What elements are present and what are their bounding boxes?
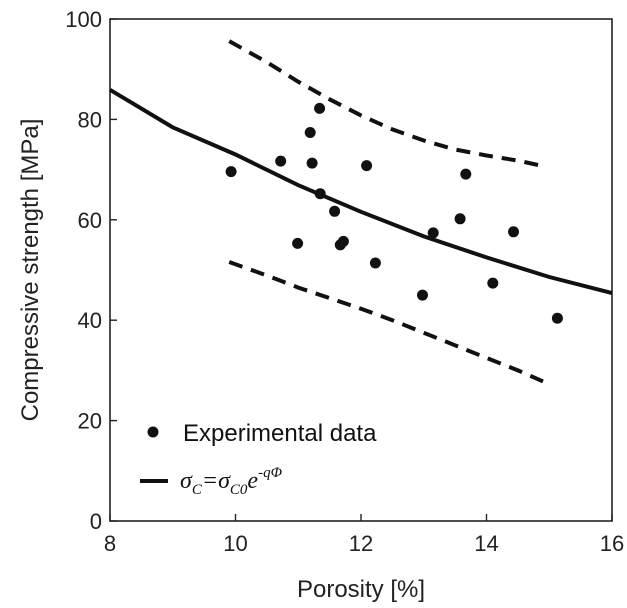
- plot-area: 8 10 12 14 16 0 20 40 60 80 100: [65, 7, 624, 556]
- data-point: [314, 102, 326, 114]
- data-point: [292, 237, 304, 249]
- data-point: [329, 205, 341, 217]
- data-point: [417, 289, 428, 301]
- y-tick-label: 60: [78, 208, 102, 233]
- y-tick-label: 40: [78, 308, 102, 333]
- x-tick-label: 16: [600, 531, 624, 556]
- x-tick-label: 8: [104, 531, 116, 556]
- data-point: [508, 226, 519, 238]
- legend-equals: =: [202, 468, 218, 494]
- data-point: [487, 277, 499, 289]
- x-tick-label: 10: [223, 531, 247, 556]
- y-tick-label: 20: [78, 409, 102, 434]
- data-point: [454, 213, 466, 225]
- series-line-upper-bound: [228, 39, 544, 169]
- legend-sigma-1: σ: [180, 468, 193, 494]
- x-tick-label: 12: [349, 531, 373, 556]
- data-point: [275, 155, 287, 167]
- x-axis-label: Porosity [%]: [297, 576, 425, 603]
- legend-exponent: -qΦ: [258, 465, 282, 481]
- legend-e: e: [247, 468, 258, 494]
- legend-sub-c: C: [192, 482, 203, 498]
- legend-sub-c0: C0: [230, 482, 248, 498]
- data-point: [314, 188, 326, 200]
- data-point: [306, 157, 318, 169]
- data-point: [304, 127, 316, 138]
- data-point: [337, 235, 349, 247]
- y-tick-label: 80: [78, 107, 102, 132]
- legend: Experimental data σC=σC0e-qΦ: [140, 420, 377, 498]
- data-point: [225, 166, 237, 178]
- y-tick-label: 100: [65, 7, 102, 32]
- data-points: [225, 102, 563, 324]
- x-tick-label: 14: [474, 531, 498, 556]
- data-point: [427, 227, 439, 239]
- data-point: [460, 168, 472, 180]
- series-line-lower-bound: [228, 260, 544, 384]
- legend-label-fit: σC=σC0e-qΦ: [180, 465, 283, 498]
- y-axis-label: Compressive strength [MPa]: [17, 119, 44, 422]
- data-point: [361, 160, 373, 172]
- axis-ticks: 8 10 12 14 16 0 20 40 60 80 100: [65, 7, 624, 556]
- series-line-fit: [108, 88, 613, 296]
- data-point: [369, 257, 381, 269]
- y-tick-label: 0: [90, 509, 102, 534]
- legend-label-points: Experimental data: [183, 420, 377, 447]
- legend-marker-points: [147, 426, 159, 438]
- curves: [108, 39, 613, 384]
- data-point: [551, 312, 563, 324]
- legend-sigma-2: σ: [218, 468, 231, 494]
